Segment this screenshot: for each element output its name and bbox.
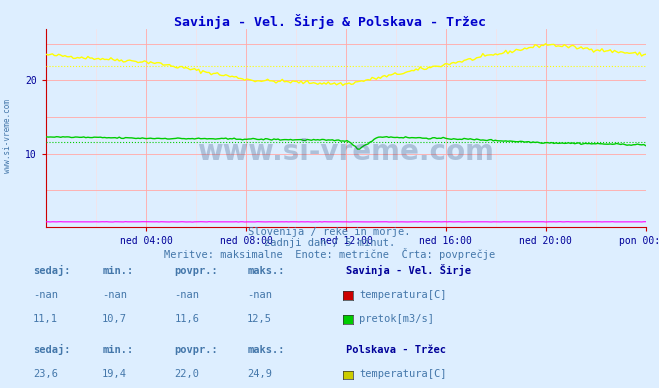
Text: 11,6: 11,6 — [175, 314, 200, 324]
Text: zadnji dan / 5 minut.: zadnji dan / 5 minut. — [264, 238, 395, 248]
Text: 19,4: 19,4 — [102, 369, 127, 379]
Text: 11,1: 11,1 — [33, 314, 58, 324]
Text: -nan: -nan — [175, 289, 200, 300]
Text: Slovenija / reke in morje.: Slovenija / reke in morje. — [248, 227, 411, 237]
Text: Savinja - Vel. Širje & Polskava - Tržec: Savinja - Vel. Širje & Polskava - Tržec — [173, 14, 486, 29]
Text: maks.:: maks.: — [247, 265, 285, 275]
Text: 10,7: 10,7 — [102, 314, 127, 324]
Text: povpr.:: povpr.: — [175, 265, 218, 275]
Text: sedaj:: sedaj: — [33, 265, 71, 275]
Text: min.:: min.: — [102, 345, 133, 355]
Text: pretok[m3/s]: pretok[m3/s] — [359, 314, 434, 324]
Text: temperatura[C]: temperatura[C] — [359, 289, 447, 300]
Text: Meritve: maksimalne  Enote: metrične  Črta: povprečje: Meritve: maksimalne Enote: metrične Črta… — [164, 248, 495, 260]
Text: -nan: -nan — [102, 289, 127, 300]
Text: povpr.:: povpr.: — [175, 345, 218, 355]
Text: -nan: -nan — [33, 289, 58, 300]
Text: -nan: -nan — [247, 289, 272, 300]
Text: 12,5: 12,5 — [247, 314, 272, 324]
Text: sedaj:: sedaj: — [33, 344, 71, 355]
Text: 23,6: 23,6 — [33, 369, 58, 379]
Text: maks.:: maks.: — [247, 345, 285, 355]
Text: 24,9: 24,9 — [247, 369, 272, 379]
Text: 22,0: 22,0 — [175, 369, 200, 379]
Text: www.si-vreme.com: www.si-vreme.com — [3, 99, 13, 173]
Text: Savinja - Vel. Širje: Savinja - Vel. Širje — [346, 263, 471, 275]
Text: min.:: min.: — [102, 265, 133, 275]
Text: Polskava - Tržec: Polskava - Tržec — [346, 345, 446, 355]
Text: www.si-vreme.com: www.si-vreme.com — [198, 138, 494, 166]
Text: temperatura[C]: temperatura[C] — [359, 369, 447, 379]
